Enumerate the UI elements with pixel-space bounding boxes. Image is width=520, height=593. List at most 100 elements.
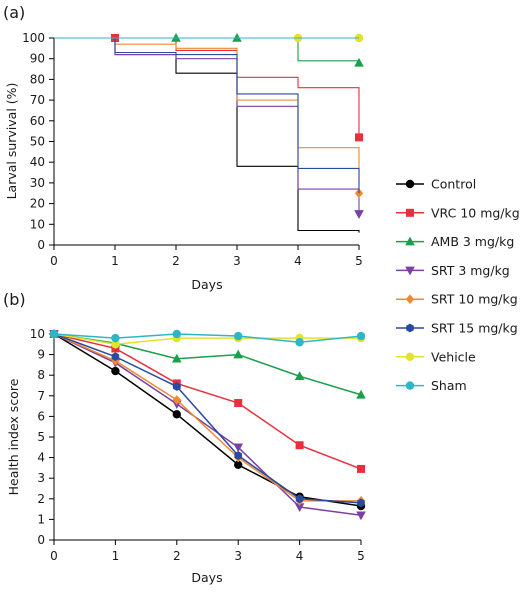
survival-x-tick-label: 4: [294, 254, 302, 268]
health-series-srt-10-mg-kg-point: [172, 395, 181, 405]
health-series-srt-15-mg-kg-point: [357, 498, 365, 508]
health-series-srt-3-mg-kg-line: [53, 333, 362, 517]
survival-x-tick-label: 5: [355, 254, 363, 268]
survival-series-srt-15-mg-kg: [54, 37, 360, 194]
survival-y-tick-label: 50: [30, 135, 45, 149]
legend-circle-marker: [405, 179, 415, 189]
health-y-tick-label: 8: [37, 368, 45, 382]
survival-x-tick-label: 2: [172, 254, 180, 268]
health-series-srt-3-mg-kg: [49, 330, 366, 521]
survival-series-amb-3-mg-kg-point: [354, 57, 364, 67]
health-y-tick-label: 7: [37, 389, 45, 403]
legend-item-srt-10-mg-kg: SRT 10 mg/kg: [396, 292, 518, 307]
survival-series-control: [54, 37, 360, 233]
health-x-tick-label: 2: [173, 549, 181, 563]
survival-y-tick-label: 80: [30, 72, 45, 86]
survival-plot-area: [54, 33, 364, 233]
health-y-axis-label: Health index score: [6, 378, 21, 495]
survival-y-tick-label: 60: [30, 114, 45, 128]
health-series-srt-10-mg-kg-line: [53, 333, 361, 502]
health-series-vrc-10-mg-kg: [50, 330, 365, 473]
survival-series-srt-3-mg-kg-line: [54, 37, 360, 214]
legend-item-vehicle: Vehicle: [396, 349, 476, 364]
health-y-tick-label: 1: [37, 512, 45, 526]
survival-y-tick-label: 10: [30, 217, 45, 231]
health-y-tick-label: 3: [37, 471, 45, 485]
health-x-tick-label: 0: [50, 549, 58, 563]
survival-y-tick-label: 40: [30, 155, 45, 169]
health-y-tick-label: 9: [37, 348, 45, 362]
legend-label: Sham: [431, 378, 467, 393]
health-series-sham-point: [172, 329, 181, 339]
health-y-tick-label: 10: [30, 327, 45, 341]
health-series-srt-3-mg-kg-point: [233, 443, 243, 453]
survival-series-vrc-10-mg-kg: [54, 34, 363, 142]
health-x-axis-label: Days: [191, 570, 222, 585]
health-series-srt-15-mg-kg-point: [172, 382, 181, 391]
health-y-tick-label: 0: [37, 533, 45, 547]
health-y-tick-label: 5: [37, 430, 45, 444]
survival-series-srt-3-mg-kg: [54, 37, 364, 219]
health-series-srt-15-mg-kg-line: [53, 333, 362, 504]
survival-series-amb-3-mg-kg-point: [171, 33, 181, 42]
health-y-tick-label: 4: [37, 451, 45, 465]
legend-triangle-down-marker: [405, 266, 415, 276]
survival-x-axis-label: Days: [191, 277, 222, 292]
health-series-control-point: [234, 460, 243, 470]
panel-label-b: (b): [3, 290, 26, 309]
health-series-control-point: [172, 410, 181, 419]
health-series-srt-10-mg-kg: [49, 329, 366, 506]
health-series-sham-point: [356, 331, 366, 341]
health-series-vrc-10-mg-kg-point: [295, 441, 304, 450]
health-series-control-point: [111, 366, 120, 376]
survival-series-srt-3-mg-kg-point: [354, 210, 364, 219]
health-y-tick-label: 2: [37, 492, 45, 506]
survival-y-tick-label: 100: [22, 31, 45, 45]
survival-x-tick-label: 0: [50, 254, 58, 268]
legend-circle-marker: [405, 352, 415, 361]
health-series-control-line: [53, 333, 362, 507]
survival-y-tick-label: 70: [30, 93, 45, 107]
legend-label: VRC 10 mg/kg: [431, 205, 520, 220]
legend-label: SRT 3 mg/kg: [431, 263, 510, 278]
survival-series-amb-3-mg-kg-point: [232, 33, 242, 42]
survival-x-tick-label: 1: [111, 254, 119, 268]
legend-item-amb-3-mg-kg: AMB 3 mg/kg: [396, 234, 514, 249]
health-series-srt-3-mg-kg-point: [356, 511, 366, 521]
legend-hexagon-marker: [406, 323, 414, 333]
survival-y-tick-label: 90: [30, 52, 45, 66]
health-y-tick-label: 6: [37, 409, 45, 423]
legend-label: Vehicle: [431, 349, 476, 364]
health-series-vrc-10-mg-kg-line: [53, 333, 362, 470]
survival-series-vrc-10-mg-kg-line: [54, 37, 360, 138]
health-series-srt-3-mg-kg-point: [294, 503, 305, 513]
legend: Control VRC 10 mg/kg AMB 3 mg/kg SRT 3 mg/k…: [396, 177, 520, 393]
survival-series-control-line: [54, 37, 360, 233]
health-series-vrc-10-mg-kg-point: [357, 464, 365, 473]
legend-label: SRT 10 mg/kg: [431, 292, 518, 307]
health-series-amb-3-mg-kg: [49, 329, 366, 399]
survival-y-tick-label: 30: [30, 176, 45, 190]
legend-label: SRT 15 mg/kg: [431, 321, 518, 336]
health-series-srt-15-mg-kg-point: [295, 494, 304, 504]
health-series-amb-3-mg-kg-point: [356, 389, 366, 399]
health-series-sham-line: [53, 333, 362, 343]
health-x-tick-label: 4: [296, 549, 304, 563]
survival-y-tick-label: 20: [30, 197, 45, 211]
health-series-sham-point: [49, 329, 59, 339]
survival-y-tick-label: 0: [37, 238, 45, 252]
legend-label: Control: [431, 177, 476, 192]
health-series-srt-15-mg-kg-point: [234, 451, 243, 460]
health-plot-area: [49, 329, 366, 521]
survival-x-tick-label: 3: [233, 254, 241, 268]
legend-item-srt-3-mg-kg: SRT 3 mg/kg: [396, 263, 510, 278]
legend-item-srt-15-mg-kg: SRT 15 mg/kg: [396, 321, 518, 336]
health-series-srt-15-mg-kg-point: [111, 352, 120, 362]
health-axes: 0 1 2 3 4 5 0 1 2 3 4 5 6 7 8 9 10: [30, 327, 365, 563]
health-series-vrc-10-mg-kg-point: [234, 399, 243, 408]
health-series-vehicle: [49, 329, 366, 349]
health-x-tick-label: 5: [357, 549, 365, 563]
health-series-vehicle-line: [53, 333, 361, 346]
